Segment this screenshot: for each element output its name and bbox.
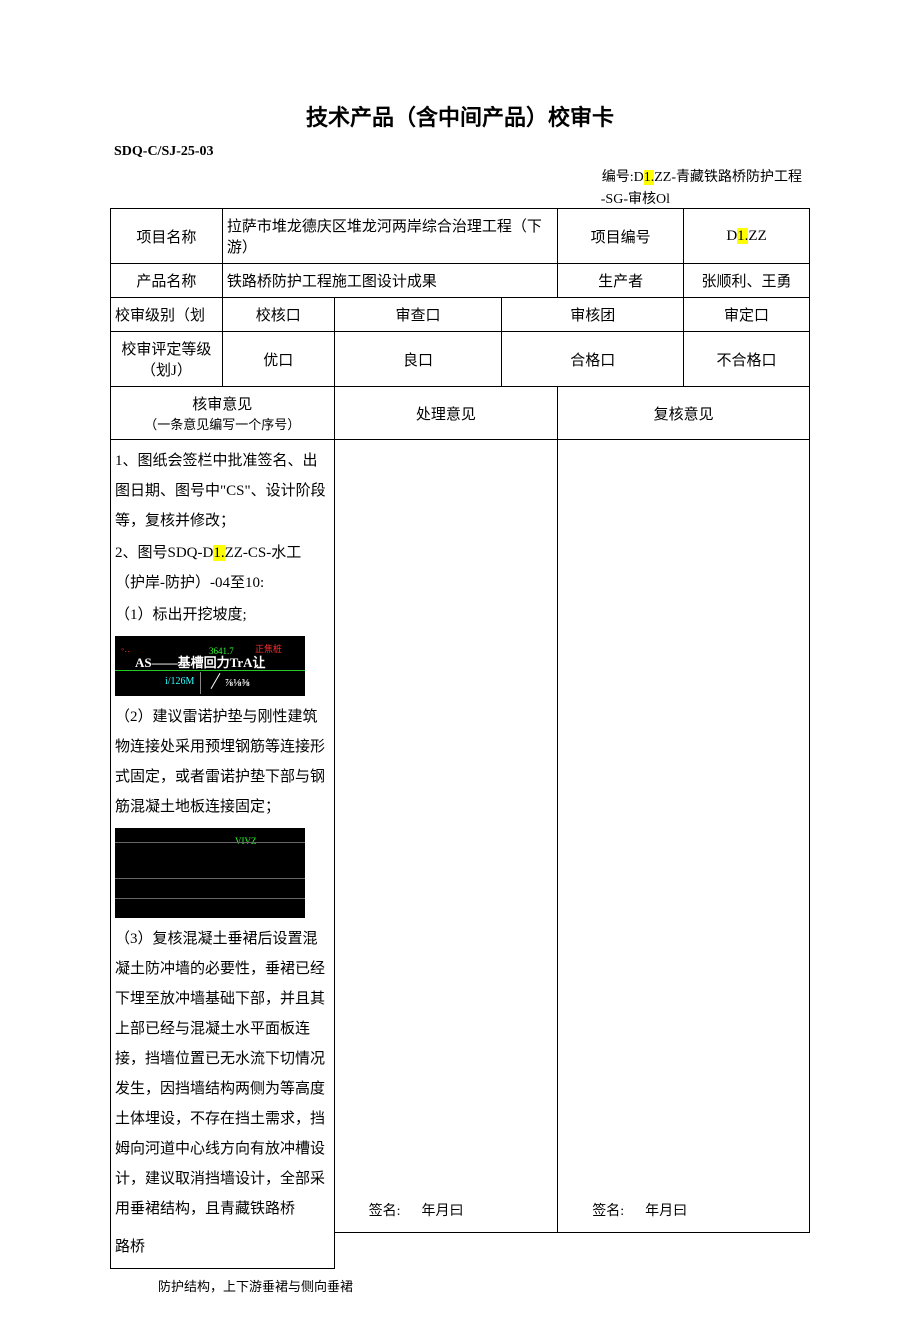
producer-label: 生产者 [558, 264, 684, 298]
cad-snippet-2: VIVZ [115, 828, 305, 918]
review-opinion-content: 1、图纸会签栏中批准签名、出图日期、图号中"CS"、设计阶段等，复核并修改； 2… [111, 440, 335, 1233]
row-project-name: 项目名称 拉萨市堆龙德庆区堆龙河两岸综合治理工程（下游） 项目编号 D1.ZZ [111, 209, 810, 264]
review-opinion-lastline: 路桥 [111, 1232, 335, 1269]
row-opinion-body: 1、图纸会签栏中批准签名、出图日期、图号中"CS"、设计阶段等，复核并修改； 2… [111, 440, 810, 1233]
process-opinion-content: 签名: 年月曰 [334, 440, 558, 1233]
review-grade-opt-3: 不合格口 [684, 332, 810, 387]
review-grade-opt-1: 良口 [334, 332, 502, 387]
recheck-opinion-content: 签名: 年月曰 [558, 440, 810, 1233]
project-name-value: 拉萨市堆龙德庆区堆龙河两岸综合治理工程（下游） [222, 209, 557, 264]
document-title: 技术产品（含中间产品）校审卡 [110, 100, 810, 132]
review-grade-opt-0: 优口 [222, 332, 334, 387]
row-product-name: 产品名称 铁路桥防护工程施工图设计成果 生产者 张顺利、王勇 [111, 264, 810, 298]
review-grade-opt-2: 合格口 [502, 332, 684, 387]
opinion-para-1: 1、图纸会签栏中批准签名、出图日期、图号中"CS"、设计阶段等，复核并修改； [115, 446, 330, 536]
row-opinion-headers: 核审意见 （一条意见编写一个序号） 处理意见 复核意见 [111, 387, 810, 440]
review-level-label: 校审级别（划 [111, 298, 223, 332]
producer-value: 张顺利、王勇 [684, 264, 810, 298]
process-opinion-header: 处理意见 [334, 387, 558, 440]
project-number-value: D1.ZZ [684, 209, 810, 264]
project-name-label: 项目名称 [111, 209, 223, 264]
review-level-opt-2: 审核团 [502, 298, 684, 332]
project-number-label: 项目编号 [558, 209, 684, 264]
signature-line-process: 签名: 年月曰 [339, 1198, 554, 1226]
document-number-line1: 编号:D1.ZZ-青藏铁路桥防护工程 [110, 166, 810, 186]
highlight-span: 1. [644, 170, 655, 185]
cad-snippet-1: ◦‥ AS——基槽回力TrA让 3641.7 正焦桩 i/126M ⅞⅛⅜ [115, 636, 305, 696]
document-code: SDQ-C/SJ-25-03 [110, 144, 810, 160]
recheck-opinion-header: 复核意见 [558, 387, 810, 440]
opinion-item-1: （1）标出开挖坡度; [115, 600, 330, 630]
opinion-item-2: （2）建议雷诺护垫与刚性建筑物连接处采用预埋钢筋等连接形式固定，或者雷诺护垫下部… [115, 702, 330, 822]
review-card-table: 项目名称 拉萨市堆龙德庆区堆龙河两岸综合治理工程（下游） 项目编号 D1.ZZ … [110, 208, 810, 1269]
review-level-opt-3: 审定口 [684, 298, 810, 332]
review-level-opt-0: 校核口 [222, 298, 334, 332]
footer-note: 防护结构，上下游垂裙与侧向垂裙 [110, 1275, 810, 1298]
product-name-label: 产品名称 [111, 264, 223, 298]
row-review-grade: 校审评定等级 （划J） 优口 良口 合格口 不合格口 [111, 332, 810, 387]
signature-line-recheck: 签名: 年月曰 [562, 1198, 805, 1226]
review-level-opt-1: 审查口 [334, 298, 502, 332]
document-number-line2: -SG-审核Ol [110, 188, 810, 208]
opinion-item-3: （3）复核混凝土垂裙后设置混凝土防冲墙的必要性，垂裙已经下埋至放冲墙基础下部，并… [115, 924, 330, 1224]
row-last-line: 路桥 [111, 1232, 810, 1269]
review-grade-label: 校审评定等级 （划J） [111, 332, 223, 387]
product-name-value: 铁路桥防护工程施工图设计成果 [222, 264, 557, 298]
opinion-para-2: 2、图号SDQ-D1.ZZ-CS-水工（护岸-防护）-04至10: [115, 538, 330, 598]
row-review-level: 校审级别（划 校核口 审查口 审核团 审定口 [111, 298, 810, 332]
review-opinion-header: 核审意见 （一条意见编写一个序号） [111, 387, 335, 440]
